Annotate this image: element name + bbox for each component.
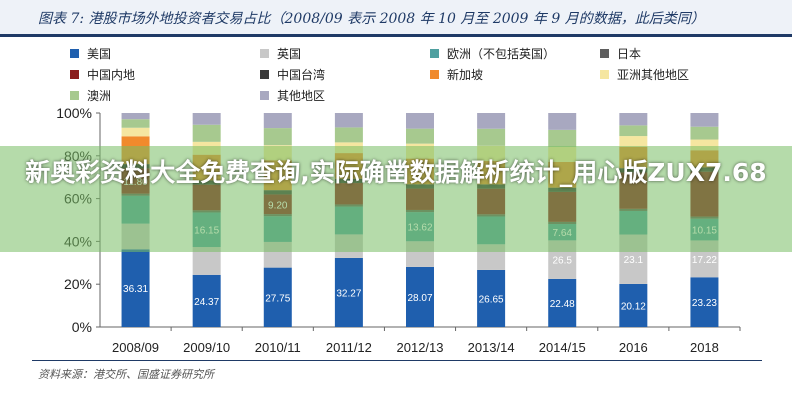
bar-segment: [690, 113, 719, 127]
data-label: 32.27: [336, 288, 361, 299]
legend-item: 中国内地: [70, 66, 135, 83]
legend-swatch: [260, 91, 269, 100]
x-tick-label: 2013/14: [468, 340, 515, 355]
bar-segment: [477, 269, 506, 327]
bar-segment: [548, 113, 577, 130]
y-tick-label: 0%: [72, 319, 92, 335]
data-label: 23.1: [624, 255, 644, 266]
legend-label: 澳洲: [87, 89, 112, 103]
chart-title: 图表 7: 港股市场外地投资者交易占比（2008/09 表示 2008 年 10…: [38, 11, 705, 27]
title-underline: [0, 34, 792, 37]
bar-segment: [548, 129, 577, 147]
bar-segment: [690, 139, 719, 151]
bar-segment: [690, 126, 719, 140]
legend-swatch: [600, 70, 609, 79]
legend-label: 新加坡: [447, 68, 484, 82]
legend-label: 其他地区: [277, 89, 326, 103]
x-tick-label: 2011/12: [326, 340, 372, 355]
x-tick-label: 2008/09: [112, 340, 159, 355]
bar-segment: [334, 127, 363, 143]
watermark-banner: [0, 146, 792, 252]
legend-item: 日本: [600, 45, 641, 62]
x-tick-label: 2016: [619, 340, 648, 355]
legend-item: 中国台湾: [260, 66, 325, 83]
legend-label: 中国台湾: [277, 68, 326, 82]
bar-segment: [192, 124, 221, 142]
bar-segment: [263, 128, 292, 146]
data-label: 27.75: [265, 293, 290, 304]
data-label: 23.23: [692, 298, 717, 309]
data-label: 17.22: [692, 255, 717, 266]
x-tick-label: 2010/11: [255, 340, 301, 355]
bar-segment: [406, 113, 434, 129]
legend-swatch: [430, 70, 439, 79]
bar-segment: [690, 277, 719, 327]
legend-item: 亚洲其他地区: [600, 66, 689, 83]
legend-label: 美国: [87, 47, 112, 61]
legend-swatch: [600, 49, 609, 58]
title-bar: [0, 0, 792, 34]
bar-segment: [121, 119, 150, 128]
legend-item: 英国: [260, 45, 301, 62]
data-label: 24.37: [194, 297, 219, 308]
bar-segment: [334, 113, 363, 128]
legend-item: 欧洲（不包括英国）: [430, 45, 555, 62]
bar-segment: [121, 113, 150, 120]
bar-segment: [548, 278, 577, 327]
x-tick-label: 2014/15: [539, 340, 586, 355]
data-label: 26.65: [479, 294, 504, 305]
legend-label: 英国: [277, 47, 302, 61]
legend-swatch: [70, 70, 79, 79]
x-tick-label: 2009/10: [183, 340, 230, 355]
bar-segment: [619, 125, 648, 137]
legend-label: 中国内地: [87, 68, 136, 82]
bar-segment: [192, 113, 221, 125]
legend-item: 美国: [70, 45, 111, 62]
bar-segment: [263, 267, 292, 327]
legend-item: 新加坡: [430, 66, 483, 83]
legend-swatch: [70, 49, 79, 58]
data-label: 20.12: [621, 301, 646, 312]
data-label: 36.31: [123, 284, 148, 295]
y-tick-label: 20%: [64, 276, 92, 292]
source-divider: [32, 360, 762, 361]
legend-label: 亚洲其他地区: [617, 68, 690, 82]
legend-item: 澳洲: [70, 87, 111, 104]
bar-segment: [619, 283, 648, 327]
legend-swatch: [70, 91, 79, 100]
bar-segment: [334, 257, 363, 327]
legend-item: 其他地区: [260, 87, 325, 104]
x-tick-label: 2012/13: [397, 340, 444, 355]
legend-swatch: [430, 49, 439, 58]
bar-segment: [406, 128, 434, 144]
bar-segment: [619, 113, 648, 126]
bar-segment: [477, 128, 506, 146]
bar-segment: [121, 127, 150, 137]
data-label: 22.48: [550, 299, 575, 310]
legend-swatch: [260, 70, 269, 79]
source-note: 资料来源：港交所、国盛证券研究所: [38, 368, 214, 381]
bar-segment: [406, 266, 434, 327]
bar-segment: [477, 113, 506, 129]
bar-segment: [121, 249, 150, 327]
bar-segment: [619, 136, 648, 147]
legend-label: 日本: [617, 47, 642, 61]
legend-swatch: [260, 49, 269, 58]
data-label: 28.07: [407, 293, 432, 304]
bar-segment: [192, 274, 221, 327]
bar-segment: [263, 113, 292, 129]
y-tick-label: 100%: [56, 105, 92, 121]
legend-label: 欧洲（不包括英国）: [447, 47, 556, 61]
watermark-text: 新奥彩资料大全免费查询,实际确凿数据解析统计_用心版ZUX7.68: [25, 158, 767, 187]
data-label: 26.5: [552, 256, 572, 267]
x-tick-label: 2018: [690, 340, 719, 355]
